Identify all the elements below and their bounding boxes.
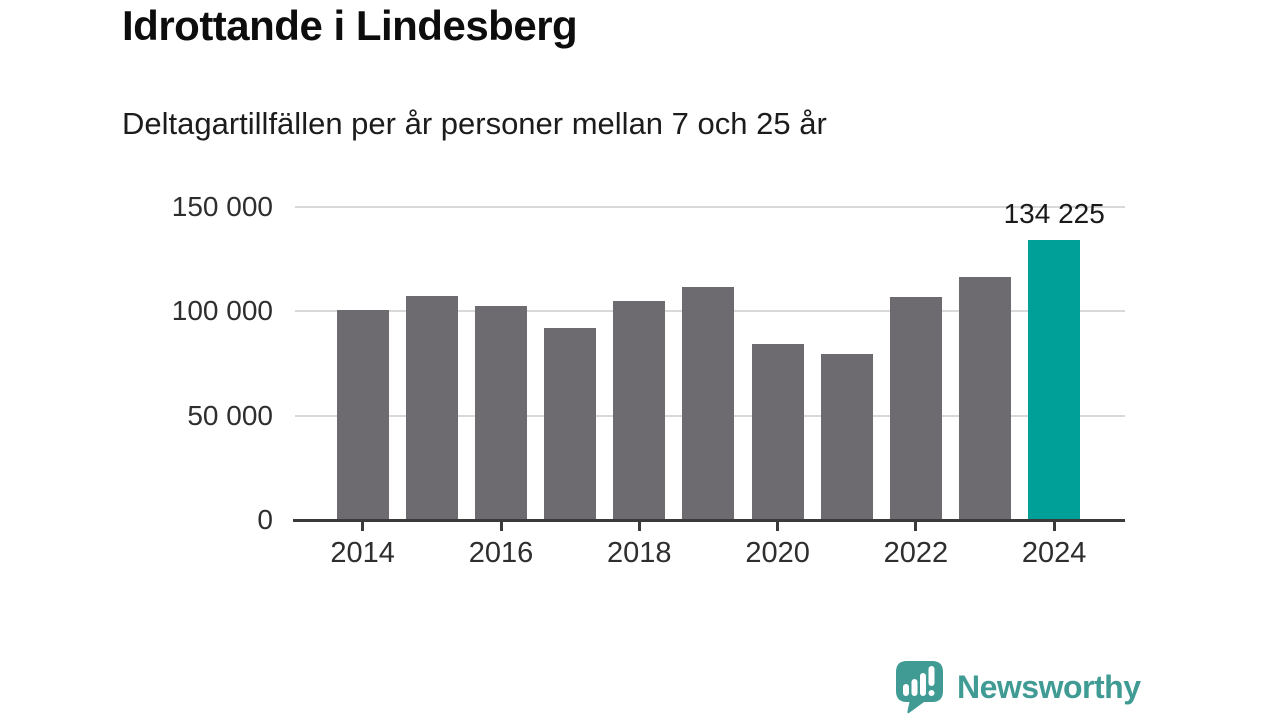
page-title: Idrottande i Lindesberg bbox=[122, 2, 578, 49]
y-axis-tick-label: 100 000 bbox=[171, 295, 273, 327]
highlighted-value-label: 134 225 bbox=[1003, 197, 1105, 229]
bar bbox=[751, 343, 804, 520]
bar bbox=[820, 354, 873, 520]
brand-footer: Newsworthy bbox=[895, 660, 1141, 714]
bar bbox=[889, 296, 942, 520]
x-axis-tick bbox=[914, 521, 918, 531]
x-axis-tick bbox=[776, 521, 780, 531]
brand-name: Newsworthy bbox=[957, 668, 1141, 705]
x-axis-tick-label: 2020 bbox=[745, 537, 810, 569]
y-axis-tick-label: 150 000 bbox=[171, 191, 273, 222]
x-axis-tick bbox=[361, 521, 365, 531]
chart-subtitle: Deltagartillfällen per år personer mella… bbox=[122, 106, 827, 141]
x-axis-tick-label: 2024 bbox=[1021, 537, 1087, 569]
bar bbox=[613, 300, 666, 520]
x-axis-tick bbox=[1052, 521, 1056, 531]
x-axis-tick-label: 2014 bbox=[330, 537, 395, 569]
bar bbox=[475, 306, 527, 520]
x-axis-tick bbox=[499, 521, 503, 531]
bar bbox=[682, 287, 735, 520]
bar bbox=[544, 328, 597, 520]
x-axis-tick-label: 2018 bbox=[607, 537, 672, 569]
y-gridline bbox=[295, 206, 1125, 208]
bar-chart-plot-area: 0 50 000 100 000 150 000 2014 2016 2018 2020 202… bbox=[172, 192, 1125, 569]
bar-highlighted bbox=[1028, 239, 1081, 520]
y-axis-tick-label: 0 bbox=[257, 504, 273, 535]
x-axis-tick-label: 2022 bbox=[883, 537, 949, 569]
x-axis-line bbox=[293, 519, 1125, 522]
x-axis-tick bbox=[637, 521, 641, 531]
bar bbox=[405, 295, 458, 520]
bar bbox=[336, 310, 389, 520]
newsworthy-logo-icon bbox=[896, 661, 943, 714]
y-axis-tick-label: 50 000 bbox=[187, 399, 273, 431]
bar bbox=[959, 276, 1012, 520]
x-axis-tick-label: 2016 bbox=[468, 537, 534, 569]
